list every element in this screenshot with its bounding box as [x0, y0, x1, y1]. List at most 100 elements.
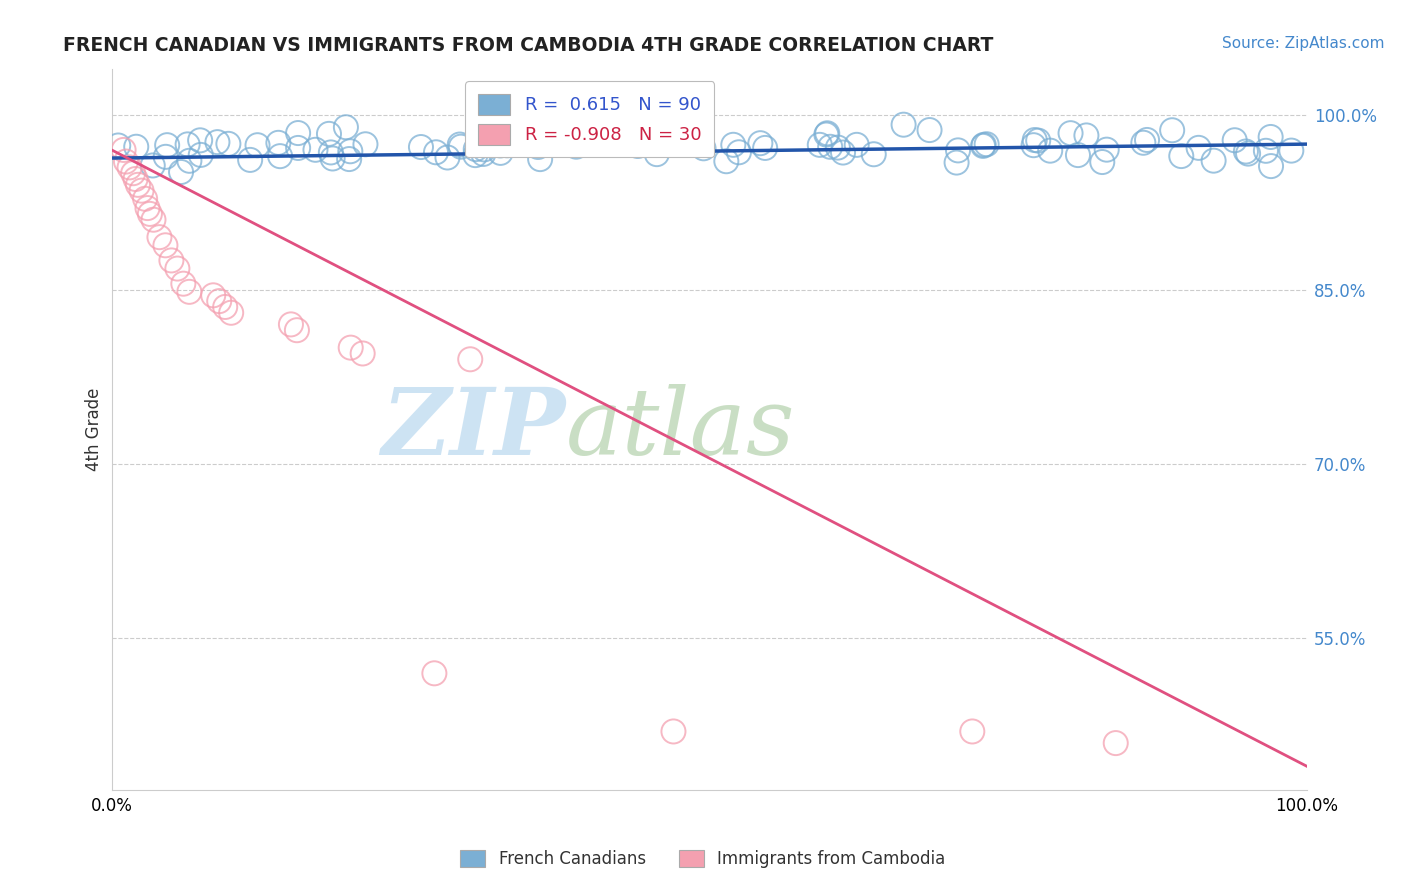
Point — [139, 207, 162, 221]
Point — [269, 149, 291, 163]
Point — [335, 120, 357, 135]
Point — [827, 140, 849, 154]
Point — [754, 141, 776, 155]
Point — [112, 143, 135, 157]
Point — [962, 724, 984, 739]
Point — [692, 141, 714, 155]
Point — [155, 238, 177, 252]
Point — [945, 155, 967, 169]
Point — [893, 118, 915, 132]
Point — [489, 145, 512, 160]
Point — [845, 137, 868, 152]
Point — [134, 192, 156, 206]
Point — [1105, 736, 1128, 750]
Point — [458, 352, 481, 367]
Point — [749, 136, 772, 151]
Point — [337, 152, 360, 166]
Point — [190, 148, 212, 162]
Point — [423, 666, 446, 681]
Point — [287, 126, 309, 140]
Point — [124, 172, 146, 186]
Point — [548, 137, 571, 152]
Point — [285, 323, 308, 337]
Point — [166, 261, 188, 276]
Point — [1170, 149, 1192, 163]
Point — [972, 139, 994, 153]
Point — [176, 137, 198, 152]
Point — [450, 139, 472, 153]
Point — [1187, 141, 1209, 155]
Point — [239, 153, 262, 167]
Point — [107, 138, 129, 153]
Point — [1095, 143, 1118, 157]
Y-axis label: 4th Grade: 4th Grade — [86, 387, 103, 471]
Point — [1202, 153, 1225, 168]
Point — [352, 346, 374, 360]
Text: FRENCH CANADIAN VS IMMIGRANTS FROM CAMBODIA 4TH GRADE CORRELATION CHART: FRENCH CANADIAN VS IMMIGRANTS FROM CAMBO… — [63, 36, 994, 54]
Point — [472, 142, 495, 156]
Point — [122, 166, 145, 180]
Point — [496, 138, 519, 153]
Point — [1076, 128, 1098, 143]
Point — [202, 288, 225, 302]
Point — [214, 300, 236, 314]
Point — [148, 230, 170, 244]
Point — [322, 152, 344, 166]
Point — [662, 724, 685, 739]
Point — [219, 306, 242, 320]
Point — [976, 137, 998, 152]
Point — [339, 145, 361, 159]
Point — [304, 143, 326, 157]
Point — [449, 137, 471, 152]
Point — [1022, 138, 1045, 153]
Point — [1067, 148, 1090, 162]
Point — [489, 138, 512, 153]
Point — [127, 178, 149, 192]
Point — [815, 126, 838, 140]
Point — [179, 285, 201, 299]
Point — [818, 140, 841, 154]
Point — [946, 144, 969, 158]
Point — [529, 152, 551, 166]
Point — [538, 131, 561, 145]
Point — [339, 341, 361, 355]
Point — [472, 147, 495, 161]
Point — [1091, 155, 1114, 169]
Point — [115, 154, 138, 169]
Point — [815, 128, 838, 142]
Legend: French Canadians, Immigrants from Cambodia: French Canadians, Immigrants from Cambod… — [454, 843, 952, 875]
Point — [1136, 133, 1159, 147]
Point — [645, 147, 668, 161]
Point — [464, 142, 486, 156]
Point — [1059, 126, 1081, 140]
Point — [1161, 123, 1184, 137]
Point — [354, 137, 377, 152]
Point — [1279, 144, 1302, 158]
Point — [1234, 145, 1257, 159]
Point — [862, 147, 884, 161]
Point — [617, 132, 640, 146]
Point — [1039, 144, 1062, 158]
Point — [973, 137, 995, 152]
Point — [1223, 133, 1246, 147]
Point — [665, 136, 688, 151]
Point — [246, 138, 269, 153]
Point — [808, 137, 831, 152]
Point — [1026, 134, 1049, 148]
Point — [565, 139, 588, 153]
Text: Source: ZipAtlas.com: Source: ZipAtlas.com — [1222, 36, 1385, 51]
Point — [319, 145, 342, 160]
Point — [716, 154, 738, 169]
Point — [207, 135, 229, 149]
Point — [156, 138, 179, 153]
Point — [1024, 133, 1046, 147]
Point — [918, 123, 941, 137]
Point — [723, 137, 745, 152]
Point — [1132, 136, 1154, 150]
Point — [1254, 144, 1277, 158]
Point — [170, 165, 193, 179]
Point — [217, 136, 239, 151]
Point — [1237, 146, 1260, 161]
Point — [527, 140, 550, 154]
Point — [188, 133, 211, 147]
